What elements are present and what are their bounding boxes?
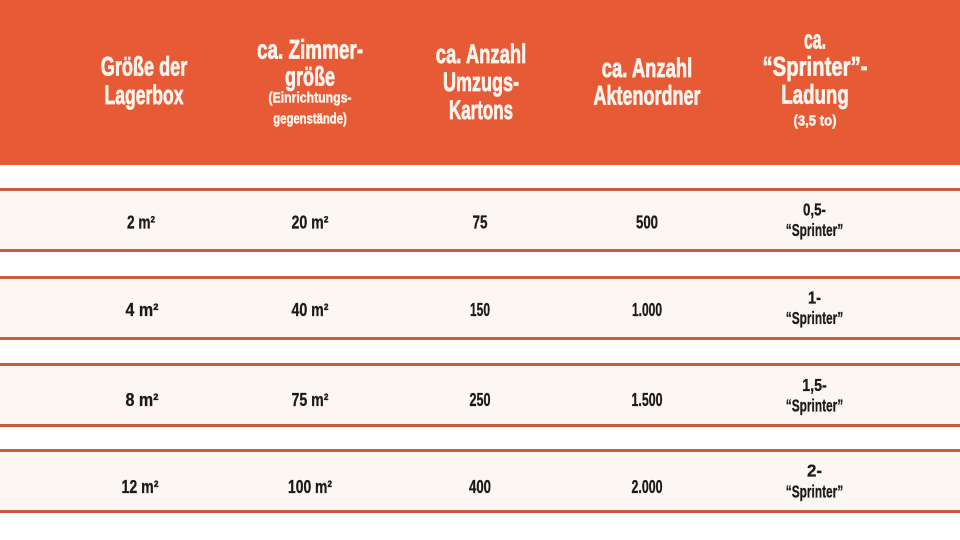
svg-text:größe: größe [285, 62, 335, 92]
svg-text:12 m²: 12 m² [122, 477, 159, 497]
svg-text:“Sprinter”: “Sprinter” [786, 396, 844, 416]
svg-text:Ladung: Ladung [781, 80, 849, 110]
svg-text:“Sprinter”-: “Sprinter”- [763, 52, 868, 82]
svg-text:2.000: 2.000 [632, 477, 663, 497]
svg-text:8 m²: 8 m² [126, 390, 159, 410]
svg-text:Lagerbox: Lagerbox [105, 80, 184, 110]
svg-text:2-: 2- [807, 461, 822, 481]
svg-text:ca. Zimmer-: ca. Zimmer- [257, 35, 363, 65]
svg-text:4 m²: 4 m² [126, 300, 159, 320]
svg-text:(Einrichtungs-: (Einrichtungs- [269, 90, 352, 107]
svg-text:(3,5 to): (3,5 to) [794, 113, 837, 130]
svg-text:0,5-: 0,5- [803, 200, 826, 220]
svg-text:40 m²: 40 m² [292, 300, 329, 320]
svg-text:2 m²: 2 m² [127, 213, 155, 233]
svg-text:1.500: 1.500 [632, 390, 663, 410]
svg-text:1,5-: 1,5- [802, 375, 827, 395]
svg-text:500: 500 [636, 213, 658, 233]
svg-text:1-: 1- [808, 288, 821, 308]
svg-text:20 m²: 20 m² [292, 213, 329, 233]
svg-text:75: 75 [473, 213, 488, 233]
svg-text:“Sprinter”: “Sprinter” [786, 220, 844, 240]
svg-text:250: 250 [470, 390, 491, 410]
svg-text:150: 150 [470, 300, 490, 320]
svg-text:Kartons: Kartons [449, 95, 513, 125]
svg-text:“Sprinter”: “Sprinter” [786, 482, 844, 502]
svg-text:400: 400 [469, 477, 491, 497]
svg-text:ca. Anzahl: ca. Anzahl [602, 53, 693, 83]
svg-text:100 m²: 100 m² [288, 477, 332, 497]
svg-text:1.000: 1.000 [632, 300, 662, 320]
svg-text:75 m²: 75 m² [292, 390, 329, 410]
svg-text:Umzugs-: Umzugs- [443, 67, 519, 97]
svg-text:gegenstände): gegenstände) [273, 111, 347, 128]
svg-text:Größe der: Größe der [101, 52, 188, 82]
svg-text:ca. Anzahl: ca. Anzahl [436, 39, 527, 69]
svg-text:“Sprinter”: “Sprinter” [786, 308, 844, 328]
svg-text:ca.: ca. [804, 25, 826, 55]
svg-text:Aktenordner: Aktenordner [594, 81, 701, 111]
